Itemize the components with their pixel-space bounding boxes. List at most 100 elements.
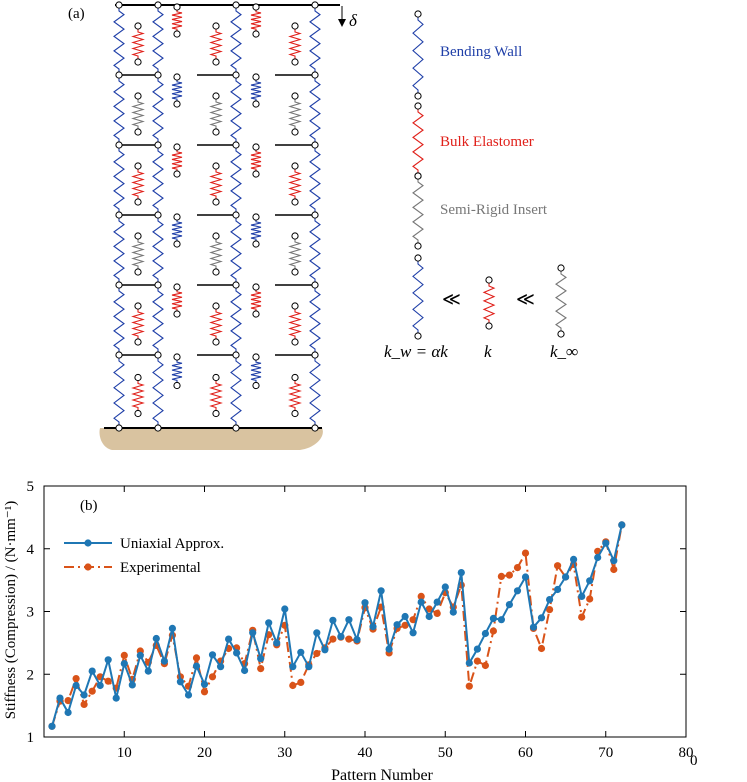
node-circle bbox=[115, 1, 123, 9]
node-circle bbox=[154, 351, 162, 359]
node-circle bbox=[252, 30, 260, 38]
series-line-experimental bbox=[51, 524, 623, 727]
data-point-experimental bbox=[417, 592, 425, 601]
bending-wall-spring bbox=[309, 355, 321, 428]
data-point-uniaxial-approx bbox=[257, 655, 265, 663]
data-point-experimental bbox=[208, 673, 217, 681]
x-origin-tick-label: 0 bbox=[690, 753, 698, 769]
node-circle bbox=[252, 100, 260, 108]
node-circle bbox=[173, 170, 181, 178]
data-point-uniaxial-approx bbox=[208, 651, 217, 659]
bulk-elastomer-spring bbox=[171, 147, 183, 174]
bending-wall-spring bbox=[309, 215, 321, 285]
data-point-experimental bbox=[546, 606, 554, 614]
node-circle bbox=[291, 198, 299, 206]
node-circle bbox=[154, 1, 162, 9]
node-circle bbox=[134, 22, 142, 30]
node-circle bbox=[252, 170, 260, 178]
data-point-experimental bbox=[473, 657, 481, 665]
bulk-elastomer-spring bbox=[288, 306, 302, 342]
node-circle bbox=[173, 143, 181, 151]
panel-a-spring-diagram: (a) δ Bending Wall Bulk Elastomer Semi-R… bbox=[68, 1, 578, 450]
node-circle bbox=[173, 381, 181, 390]
bending-wall-spring bbox=[309, 285, 321, 355]
legend-spring-kw bbox=[412, 258, 424, 336]
data-point-uniaxial-approx bbox=[176, 678, 184, 686]
node-circle bbox=[212, 373, 220, 382]
data-point-experimental bbox=[88, 687, 96, 695]
node-circle bbox=[173, 353, 181, 361]
data-point-experimental bbox=[465, 682, 473, 690]
data-point-uniaxial-approx bbox=[144, 667, 152, 675]
bending-wall-spring bbox=[250, 357, 262, 386]
data-point-uniaxial-approx bbox=[353, 636, 361, 644]
node-circle bbox=[173, 73, 181, 81]
node-circle bbox=[311, 1, 319, 9]
data-point-uniaxial-approx bbox=[345, 616, 353, 624]
bending-wall-spring bbox=[230, 285, 242, 355]
node-circle bbox=[154, 141, 162, 149]
node-circle bbox=[115, 71, 123, 79]
y-tick-label: 2 bbox=[27, 667, 35, 683]
data-point-uniaxial-approx bbox=[217, 663, 225, 671]
node-circle bbox=[252, 381, 260, 390]
data-point-uniaxial-approx bbox=[249, 629, 257, 637]
node-circle bbox=[134, 373, 142, 382]
x-tick-label: 70 bbox=[598, 745, 613, 761]
semi-rigid-spring bbox=[288, 236, 302, 272]
data-point-experimental bbox=[329, 635, 337, 643]
bending-wall-spring bbox=[152, 145, 164, 215]
data-point-experimental bbox=[200, 688, 209, 696]
node-circle bbox=[134, 92, 142, 100]
node-circle bbox=[212, 268, 220, 276]
bending-wall-spring bbox=[152, 75, 164, 145]
semi-rigid-spring bbox=[131, 96, 145, 132]
node-circle bbox=[252, 240, 260, 248]
data-point-uniaxial-approx bbox=[48, 722, 56, 730]
data-point-uniaxial-approx bbox=[369, 623, 377, 631]
data-point-experimental bbox=[425, 605, 433, 613]
data-point-uniaxial-approx bbox=[385, 645, 393, 653]
spring-lattice bbox=[104, 1, 340, 432]
bulk-elastomer-spring bbox=[209, 166, 223, 202]
panel-a-label: (a) bbox=[68, 6, 85, 22]
data-point-uniaxial-approx bbox=[120, 660, 128, 668]
node-circle bbox=[311, 424, 319, 432]
x-tick-label: 60 bbox=[518, 745, 533, 761]
data-point-uniaxial-approx bbox=[297, 648, 305, 656]
bulk-elastomer-spring bbox=[131, 377, 145, 414]
data-point-uniaxial-approx bbox=[184, 691, 193, 699]
bending-wall-spring bbox=[113, 215, 125, 285]
data-point-uniaxial-approx bbox=[425, 612, 433, 621]
data-point-uniaxial-approx bbox=[192, 662, 201, 670]
node-circle bbox=[134, 198, 142, 206]
node-circle bbox=[115, 424, 123, 432]
bulk-elastomer-spring bbox=[250, 7, 262, 34]
legend-label-uniaxial: Uniaxial Approx. bbox=[120, 536, 224, 552]
node-circle bbox=[414, 92, 422, 100]
data-point-experimental bbox=[489, 627, 497, 635]
node-circle bbox=[212, 58, 220, 66]
data-point-uniaxial-approx bbox=[457, 569, 465, 577]
node-circle bbox=[115, 141, 123, 149]
data-point-uniaxial-approx bbox=[610, 557, 618, 565]
data-point-experimental bbox=[586, 595, 594, 603]
node-circle bbox=[212, 162, 220, 170]
node-circle bbox=[291, 58, 299, 66]
semi-rigid-spring bbox=[288, 96, 302, 132]
data-point-uniaxial-approx bbox=[505, 601, 513, 609]
data-point-uniaxial-approx bbox=[337, 633, 345, 641]
node-circle bbox=[115, 351, 123, 359]
chart-legend: Uniaxial Approx. Experimental bbox=[62, 530, 224, 580]
data-point-experimental bbox=[578, 613, 586, 621]
data-point-experimental bbox=[610, 565, 618, 574]
bending-wall-spring bbox=[113, 285, 125, 355]
data-point-uniaxial-approx bbox=[497, 616, 505, 624]
bulk-elastomer-spring bbox=[171, 7, 183, 34]
node-circle bbox=[134, 232, 142, 240]
data-point-experimental bbox=[80, 700, 88, 709]
x-tick-label: 40 bbox=[358, 745, 373, 761]
data-point-uniaxial-approx bbox=[241, 666, 249, 675]
data-point-experimental bbox=[192, 654, 201, 662]
